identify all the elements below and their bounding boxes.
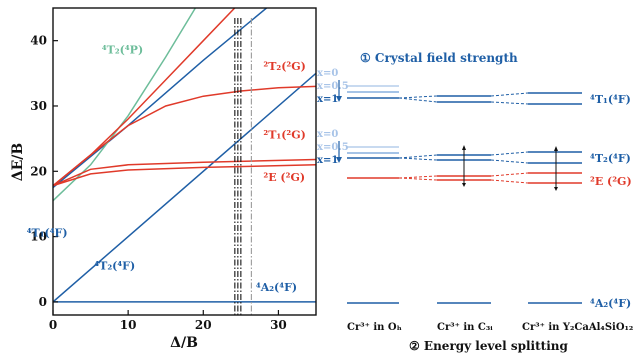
crystal-field-header: ① Crystal field strength xyxy=(360,51,518,65)
curve-label-t1-4f: ⁴T₁(⁴F) xyxy=(27,227,68,240)
connectors-oh-c3i xyxy=(398,95,438,181)
connectors-c3i-ycas xyxy=(490,92,529,184)
label-t1-4f-right: ⁴T₁(⁴F) xyxy=(590,93,631,106)
curve-label-t2-4f: ⁴T₂(⁴F) xyxy=(94,259,135,272)
x-tick-label: 30 xyxy=(270,318,287,332)
column-ycas-levels xyxy=(528,92,582,304)
x05-label-lower: x=0.5 xyxy=(317,142,349,153)
x0-label-upper: x=0 xyxy=(317,68,338,79)
x-axis-label: Δ/B xyxy=(170,335,198,351)
curve-3 xyxy=(53,8,197,202)
curve-label-t2-2g: ²T₂(²G) xyxy=(263,60,305,73)
curve-1 xyxy=(53,72,316,303)
curve-2 xyxy=(53,8,268,189)
vertical-markers xyxy=(234,18,252,315)
x0-label-lower: x=0 xyxy=(317,129,338,140)
energy-splitting-header: ② Energy level splitting xyxy=(409,339,568,353)
energy-splitting-diagram: ① Crystal field strength ② Energy level … xyxy=(317,51,633,353)
y-tick-label: 40 xyxy=(30,34,47,48)
curve-4 xyxy=(53,8,236,187)
x05-label-upper: x=0.5 xyxy=(317,81,349,92)
trend-arrow-upper xyxy=(336,80,342,102)
curve-label-e-2g: ²E (²G) xyxy=(263,171,305,184)
y-tick-label: 30 xyxy=(30,99,47,113)
x-tick-label: 0 xyxy=(49,318,57,332)
column-c3i-levels xyxy=(437,95,491,304)
curve-label-t2-4p: ⁴T₂(⁴P) xyxy=(102,44,143,57)
y-tick-label: 0 xyxy=(39,295,47,309)
curve-labels: ²A₁(²G)⁴T₂(⁴P)²T₂(²G)²T₁(²G)²E (²G)⁴T₁(⁴… xyxy=(27,44,306,294)
column-label-ycas: Cr³⁺ in Y₂CaAl₄SiO₁₂ xyxy=(522,322,633,333)
axis-ticks: 0 10 20 30 0 10 20 30 40 xyxy=(30,34,286,332)
curve-label-a2-4f: ⁴A₂(⁴F) xyxy=(256,281,297,294)
plot-frame xyxy=(52,7,317,316)
x1-label-upper: x=1 xyxy=(317,94,338,105)
x-tick-label: 10 xyxy=(120,318,137,332)
trend-arrow-lower xyxy=(336,141,342,163)
energy-curves xyxy=(53,8,316,303)
column-label-c3i: Cr³⁺ in C₃ᵢ xyxy=(437,322,493,333)
column-label-oh: Cr³⁺ in Oₕ xyxy=(347,322,402,333)
label-e-2g-right: ²E (²G) xyxy=(590,175,632,188)
y-tick-label: 10 xyxy=(30,230,47,244)
x-tick-label: 20 xyxy=(195,318,212,332)
curve-7 xyxy=(53,164,316,187)
y-axis-label: ΔE/B xyxy=(10,143,26,182)
label-t2-4f-right: ⁴T₂(⁴F) xyxy=(590,152,631,165)
label-a2-4f-right: ⁴A₂(⁴F) xyxy=(590,297,631,310)
x1-label-lower: x=1 xyxy=(317,155,338,166)
curve-5 xyxy=(53,85,316,187)
column-oh-levels xyxy=(347,85,399,304)
y-tick-label: 20 xyxy=(30,164,47,178)
curve-label-t1-2g: ²T₁(²G) xyxy=(263,129,305,142)
